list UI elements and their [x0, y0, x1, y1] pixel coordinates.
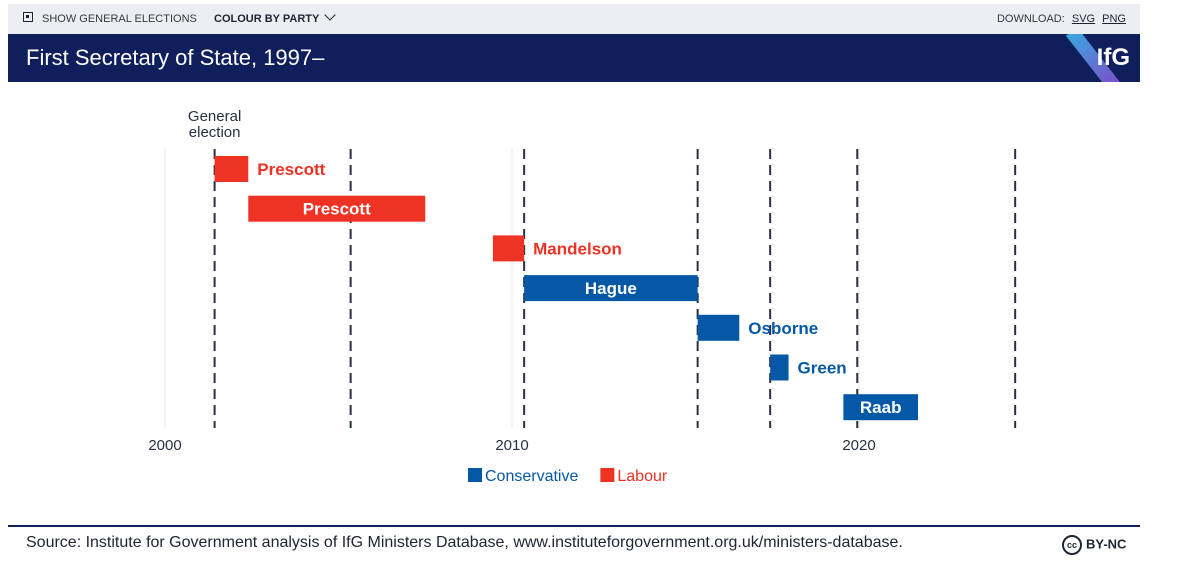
download-group: DOWNLOAD: SVG PNG — [997, 4, 1126, 34]
colour-by-dropdown[interactable]: COLOUR BY PARTY — [214, 4, 336, 34]
election-annotation: General — [188, 108, 241, 125]
legend-label: Conservative — [485, 468, 578, 485]
legend-label: Labour — [617, 468, 667, 485]
tenure-bar — [524, 275, 698, 302]
ifg-logo: IfG — [1096, 44, 1130, 71]
tenure-bar — [843, 394, 918, 421]
show-elections-label[interactable]: SHOW GENERAL ELECTIONS — [42, 13, 197, 25]
license-text: BY-NC — [1086, 536, 1127, 552]
legend-swatch — [468, 468, 482, 482]
download-png-link[interactable]: PNG — [1102, 13, 1126, 25]
download-label: DOWNLOAD: — [996, 13, 1065, 25]
tenure-label: Hague — [585, 279, 637, 298]
tenure-bar — [214, 156, 249, 182]
tenure-bar — [697, 314, 740, 341]
footer-divider — [8, 525, 1140, 527]
checkbox-tick — [26, 15, 29, 18]
license-badge: cc BY-NC — [1062, 535, 1126, 555]
tenure-label: Mandelson — [533, 239, 622, 258]
tenure-bar — [492, 235, 525, 262]
chevron-down-icon — [324, 9, 336, 21]
x-tick-label: 2000 — [148, 437, 181, 454]
download-svg-link[interactable]: SVG — [1071, 13, 1096, 25]
tenure-label: Prescott — [303, 200, 371, 219]
source-note: Source: Institute for Government analysi… — [26, 534, 903, 551]
tenure-label: Prescott — [257, 160, 325, 179]
tenure-bar — [248, 195, 426, 222]
page-title: First Secretary of State, 1997– — [26, 45, 325, 70]
x-tick-label: 2010 — [495, 437, 528, 454]
tenure-label: Green — [798, 359, 847, 378]
chart-toolbar: SHOW GENERAL ELECTIONS COLOUR BY PARTY D… — [8, 4, 1140, 34]
legend-swatch — [600, 468, 615, 482]
election-annotation: election — [189, 124, 241, 141]
tenure-label: Raab — [860, 398, 902, 417]
colour-by-label: COLOUR BY PARTY — [214, 13, 320, 25]
x-tick-label: 2020 — [842, 437, 875, 454]
chart-title-bar: First Secretary of State, 1997– IfG — [8, 34, 1140, 82]
cc-icon: cc — [1062, 535, 1082, 555]
tenure-bar — [770, 354, 789, 381]
tenure-label: Osborne — [748, 319, 818, 338]
show-elections-checkbox[interactable] — [23, 12, 33, 22]
